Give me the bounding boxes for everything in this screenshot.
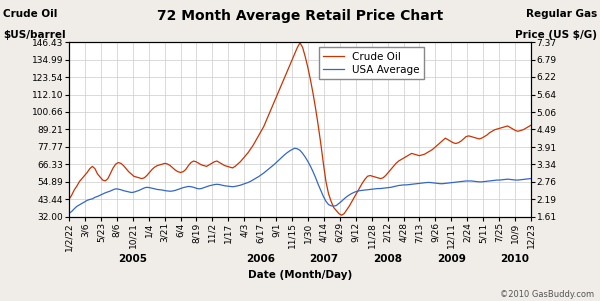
Crude Oil xyxy=(110,166,117,170)
USA Average xyxy=(110,188,117,191)
USA Average xyxy=(413,182,421,185)
USA Average xyxy=(148,186,155,190)
Crude Oil xyxy=(104,177,112,180)
USA Average xyxy=(198,187,205,190)
Text: $US/barrel: $US/barrel xyxy=(3,30,65,40)
Text: ©2010 GasBuddy.com: ©2010 GasBuddy.com xyxy=(500,290,594,299)
USA Average xyxy=(104,190,112,194)
USA Average xyxy=(65,212,73,215)
Text: 2008: 2008 xyxy=(373,254,402,264)
Crude Oil xyxy=(527,123,535,127)
Text: Price (US $/G): Price (US $/G) xyxy=(515,30,597,40)
Crude Oil xyxy=(338,213,345,217)
Text: 2009: 2009 xyxy=(437,254,466,264)
Crude Oil xyxy=(198,163,205,167)
Crude Oil xyxy=(268,107,275,110)
Crude Oil xyxy=(416,154,423,157)
Text: 2005: 2005 xyxy=(118,254,147,264)
Line: Crude Oil: Crude Oil xyxy=(69,43,531,215)
USA Average xyxy=(268,165,275,169)
Text: Crude Oil: Crude Oil xyxy=(3,9,58,19)
Legend: Crude Oil, USA Average: Crude Oil, USA Average xyxy=(319,47,424,79)
Crude Oil xyxy=(148,168,155,171)
Text: Date (Month/Day): Date (Month/Day) xyxy=(248,270,352,280)
Crude Oil xyxy=(296,41,304,45)
Text: 2010: 2010 xyxy=(500,254,530,264)
Text: 2007: 2007 xyxy=(310,254,338,264)
Crude Oil xyxy=(65,197,73,201)
USA Average xyxy=(291,146,298,150)
Text: Regular Gas: Regular Gas xyxy=(526,9,597,19)
Text: 72 Month Average Retail Price Chart: 72 Month Average Retail Price Chart xyxy=(157,9,443,23)
Line: USA Average: USA Average xyxy=(69,148,531,213)
Text: 2006: 2006 xyxy=(245,254,275,264)
USA Average xyxy=(527,177,535,180)
